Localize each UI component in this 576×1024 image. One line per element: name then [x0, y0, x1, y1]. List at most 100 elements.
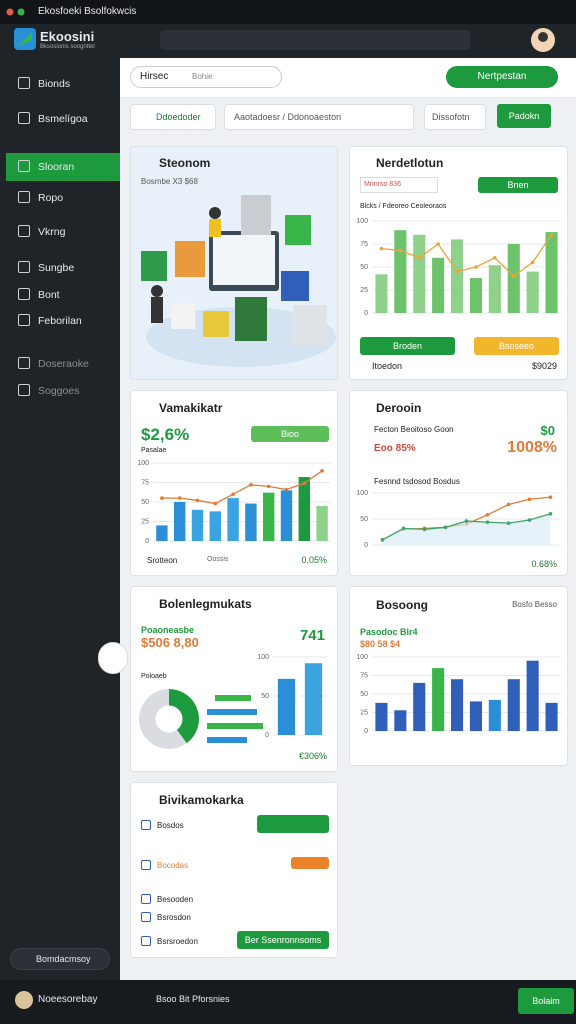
card-button[interactable]: Broden — [360, 337, 455, 355]
action-button[interactable]: Padokn — [497, 104, 551, 128]
nav-item[interactable]: Feborilan — [38, 315, 82, 327]
bar — [277, 678, 296, 735]
point — [177, 496, 182, 500]
field: Mnnrso 836 — [364, 181, 401, 188]
bar — [156, 525, 168, 541]
card-button[interactable]: Ber Ssenronnsoms — [237, 931, 329, 949]
bar — [488, 699, 501, 731]
search-box[interactable] — [130, 66, 282, 88]
bar — [413, 682, 426, 731]
tab-title[interactable]: Ekosfoeki Bsolfokwcis — [38, 6, 137, 17]
nav-icon — [18, 261, 30, 273]
y-tick-label: 100 — [137, 460, 149, 467]
bar — [263, 492, 275, 541]
card: Bosoong Bosfo Besso Pasodoc Blr4 $80 58 … — [349, 586, 568, 766]
point — [401, 526, 406, 531]
chart-label: Fesnnd tsdosod Bosdus — [374, 477, 460, 486]
card: Steonom Bosmbe X3 $68 — [130, 146, 338, 380]
card: Nerdetlotun Mnnrso 836 Bnen Blcks / Fdeo… — [349, 146, 568, 380]
nav-item[interactable]: Sungbe — [38, 262, 75, 274]
row-button[interactable] — [291, 857, 329, 869]
address-bar[interactable] — [160, 30, 470, 50]
chart: 0 25 50 75 100 — [356, 654, 561, 735]
bar — [432, 668, 445, 731]
row-button[interactable] — [257, 815, 329, 833]
nav-icon — [18, 384, 30, 396]
footer-mid: Oossis — [207, 556, 229, 563]
date-range-box[interactable] — [224, 104, 414, 130]
row-value: $506 8,80 — [141, 635, 199, 650]
header-button[interactable]: Nertpestan — [446, 66, 558, 88]
point — [548, 495, 553, 499]
row-label: Bocodas — [157, 861, 189, 870]
bar — [280, 490, 293, 541]
filter-box[interactable] — [424, 104, 486, 130]
row-label: Bsrosdon — [157, 913, 191, 922]
row-icon — [141, 860, 151, 870]
footer-left: Itoedon — [372, 361, 403, 371]
nav-icon — [18, 77, 30, 89]
nav-item[interactable]: Doseraoke — [38, 358, 89, 370]
status: Bsoo Bit Pforsnies — [156, 994, 230, 1004]
y-tick-label: 0 — [364, 728, 368, 735]
collapse-button[interactable] — [98, 642, 128, 674]
nav-item[interactable]: Soggoes — [38, 385, 80, 397]
filter-search-box[interactable] — [130, 104, 216, 130]
sidebar-footer: Bomdacmsoy — [36, 954, 91, 964]
row-label: Bosdos — [157, 821, 184, 830]
card-title: Vamakikatr — [159, 401, 223, 415]
nav-item[interactable]: Slooran — [38, 161, 75, 173]
y-tick-label: 100 — [356, 654, 368, 661]
row-icon — [141, 820, 151, 830]
point — [443, 525, 448, 530]
user-avatar — [15, 991, 33, 1009]
window-controls — [6, 8, 25, 16]
chart: 0 50 100 — [257, 654, 327, 739]
line — [381, 234, 553, 278]
card: Vamakikatr $2,6% Bioo Pasalae 0 25 50 75 100… — [130, 390, 338, 576]
logo-sub: Bksosionis soognttel — [40, 44, 95, 50]
search-hint: Bohie — [192, 72, 213, 81]
card-title: Nerdetlotun — [376, 156, 444, 170]
active-item[interactable] — [6, 153, 120, 181]
bar — [191, 509, 204, 541]
y-tick-label: 50 — [261, 693, 269, 700]
search: Hirsec — [140, 71, 169, 82]
card-button[interactable]: Bnen — [478, 177, 558, 193]
sidebar-footer-pill[interactable] — [10, 948, 110, 970]
nav-item[interactable]: Bionds — [38, 78, 71, 90]
nav-icon — [18, 160, 30, 172]
nav-item[interactable]: Bont — [38, 289, 60, 301]
bar — [469, 278, 482, 313]
donut-hole — [155, 705, 183, 733]
card-button[interactable]: Bsoseeo — [474, 337, 559, 355]
bar — [245, 503, 257, 541]
y-tick-label: 0 — [364, 542, 368, 549]
nav-item[interactable]: Bsmelígoa — [38, 113, 88, 125]
bar — [488, 265, 501, 313]
toolbar: Hirsec Bohie Nertpestan — [120, 58, 576, 98]
nav-icon — [18, 288, 30, 300]
footer-button[interactable]: Bolaim — [518, 988, 574, 1014]
point — [422, 527, 427, 532]
nav-icon — [18, 314, 30, 326]
avatar[interactable] — [530, 27, 556, 53]
row-label: Eoo 85% — [374, 443, 416, 454]
nav-item[interactable]: Vkrng — [38, 226, 66, 238]
bar — [507, 244, 520, 313]
bar — [545, 232, 558, 313]
point — [511, 274, 516, 278]
nav-item[interactable]: Ropo — [38, 192, 64, 204]
row-label: Fecton Beoitoso Goon — [374, 425, 454, 434]
footer-right: $9029 — [531, 361, 557, 371]
point — [548, 512, 553, 516]
y-tick-label: 50 — [360, 516, 368, 523]
nav-icon — [18, 112, 30, 124]
y-tick-label: 75 — [360, 672, 368, 679]
field-box[interactable] — [360, 177, 438, 193]
card-button[interactable]: Bioo — [251, 426, 329, 442]
footer-right: 0.05% — [301, 555, 327, 565]
bar — [526, 271, 539, 313]
y-tick-label: 100 — [257, 654, 269, 661]
